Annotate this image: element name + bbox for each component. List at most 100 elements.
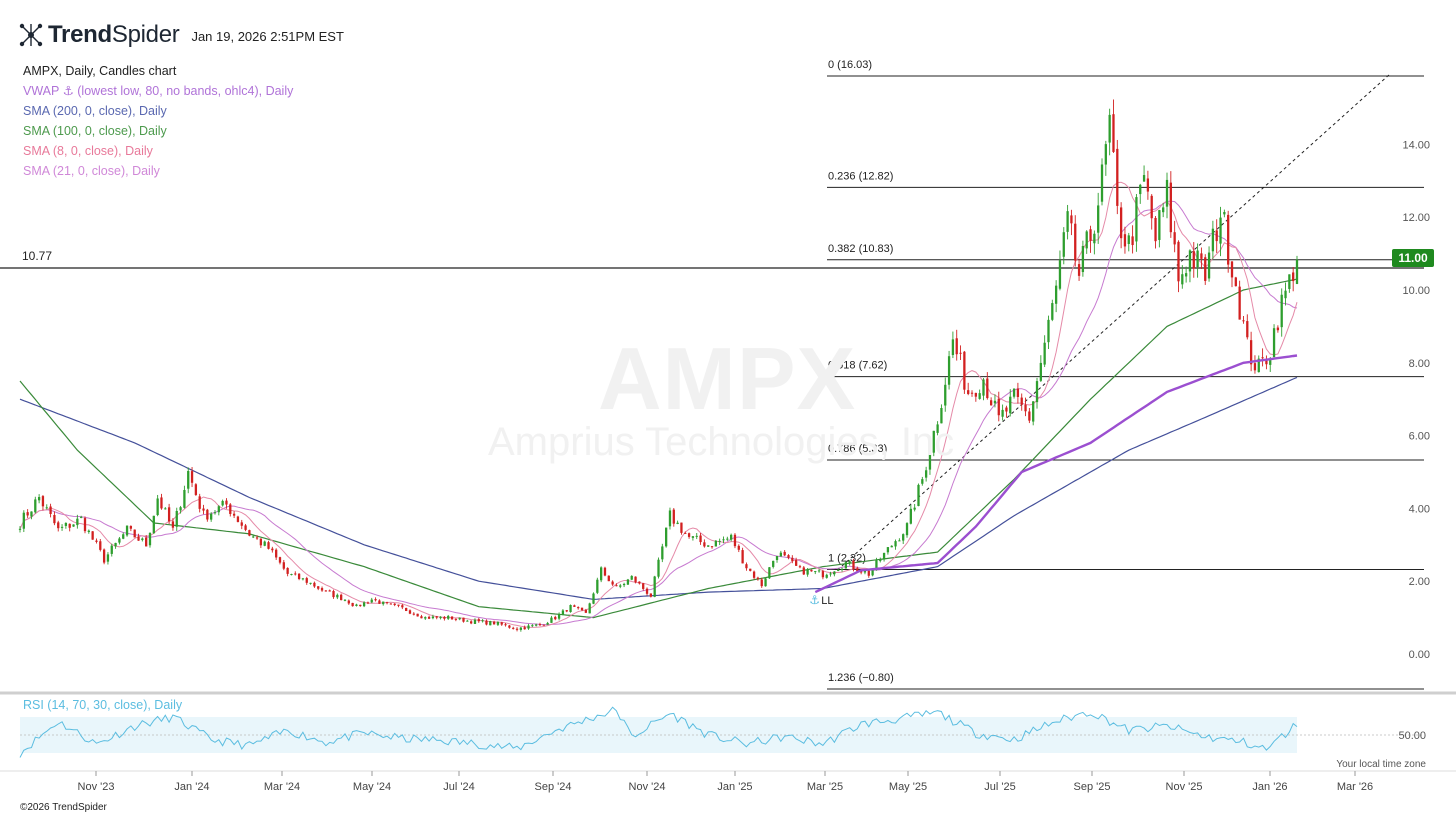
x-tick-label: Sep '25 — [1074, 781, 1111, 793]
candle-body — [492, 621, 496, 625]
candle — [60, 524, 64, 531]
candle — [1020, 393, 1023, 411]
candle — [424, 616, 427, 620]
x-tick-label: Jan '24 — [174, 781, 209, 793]
rsi-legend[interactable]: RSI (14, 70, 30, close), Daily — [23, 698, 183, 712]
candle-body — [133, 529, 136, 538]
candle — [462, 617, 465, 623]
candle — [1292, 267, 1295, 292]
x-tick-label: Nov '23 — [78, 781, 115, 793]
candle-body — [542, 624, 545, 626]
candle — [611, 580, 614, 586]
candle-body — [967, 390, 970, 394]
candle-body — [1246, 321, 1249, 338]
candle-body — [1139, 184, 1142, 195]
candle — [53, 511, 56, 526]
legend-vwap[interactable]: VWAP ⚓ (lowest low, 80, no bands, ohlc4)… — [23, 84, 294, 98]
legend-sma21[interactable]: SMA (21, 0, close), Daily — [23, 164, 160, 178]
candle — [710, 546, 714, 549]
candle — [1181, 265, 1184, 289]
candle — [638, 581, 641, 585]
candle-body — [1028, 411, 1031, 421]
candle — [359, 604, 362, 607]
candle — [347, 599, 350, 605]
candle — [1142, 165, 1146, 182]
candle-body — [141, 538, 144, 541]
legend-sma200[interactable]: SMA (200, 0, close), Daily — [23, 104, 167, 118]
candle — [554, 615, 557, 621]
candle-body — [829, 573, 832, 575]
candle — [389, 603, 393, 605]
candle-body — [129, 526, 133, 529]
candle — [305, 576, 308, 585]
candle-body — [466, 620, 469, 622]
x-tick-label: Jul '24 — [443, 781, 474, 793]
candle-body — [1204, 257, 1207, 281]
candle — [779, 550, 782, 557]
y-tick-label: 14.00 — [1402, 139, 1430, 151]
candle — [848, 560, 851, 566]
candle — [986, 372, 989, 400]
candle-body — [290, 574, 293, 576]
indicator-legend: AMPX, Daily, Candles chart VWAP ⚓ (lowes… — [23, 61, 293, 181]
candle — [783, 550, 786, 557]
candle — [810, 569, 813, 572]
sma21-line — [19, 200, 1298, 626]
candle — [886, 547, 890, 555]
candle — [707, 545, 710, 548]
candle-body — [1043, 342, 1046, 365]
candle-body — [378, 600, 381, 604]
candle-body — [366, 602, 370, 604]
candle-body — [974, 392, 977, 397]
candle — [473, 618, 477, 624]
candle-body — [255, 537, 259, 539]
y-tick-label: 2.00 — [1409, 576, 1430, 588]
candle — [600, 566, 603, 583]
candle — [244, 523, 247, 532]
candle — [1169, 171, 1172, 238]
candle — [898, 538, 901, 542]
candle — [672, 508, 675, 527]
candle — [343, 599, 347, 602]
candle — [1295, 255, 1299, 285]
candle — [1009, 389, 1012, 417]
candle — [940, 404, 943, 424]
candle-body — [676, 522, 679, 525]
candle — [34, 496, 37, 514]
legend-sma8[interactable]: SMA (8, 0, close), Daily — [23, 144, 153, 158]
candle — [405, 607, 408, 612]
candle-body — [45, 507, 48, 509]
candle — [1074, 215, 1077, 267]
candle — [989, 397, 993, 406]
candle-body — [37, 497, 41, 501]
candle — [944, 377, 947, 412]
legend-sma100[interactable]: SMA (100, 0, close), Daily — [23, 124, 167, 138]
candle — [806, 567, 809, 577]
candle — [148, 532, 152, 548]
candle — [164, 507, 167, 510]
candle-body — [615, 585, 618, 587]
candle — [477, 617, 480, 623]
candle-body — [1047, 319, 1050, 343]
candle-body — [535, 624, 538, 626]
candle — [141, 537, 144, 542]
candle — [1165, 172, 1169, 219]
candle-body — [1112, 114, 1115, 152]
candle — [645, 587, 649, 596]
candle-body — [1158, 210, 1161, 240]
candle — [687, 532, 691, 539]
candle-body — [148, 532, 152, 546]
candle-body — [217, 506, 220, 513]
candle-body — [707, 545, 710, 547]
candle — [1047, 315, 1050, 349]
candle — [1081, 240, 1085, 277]
candle-body — [1085, 231, 1088, 249]
candle-body — [936, 424, 939, 433]
candle — [72, 524, 75, 527]
candle-body — [1265, 359, 1268, 365]
candle — [37, 494, 41, 504]
candle-body — [645, 588, 649, 594]
candle-body — [859, 570, 863, 573]
vwap-line — [814, 354, 1298, 594]
